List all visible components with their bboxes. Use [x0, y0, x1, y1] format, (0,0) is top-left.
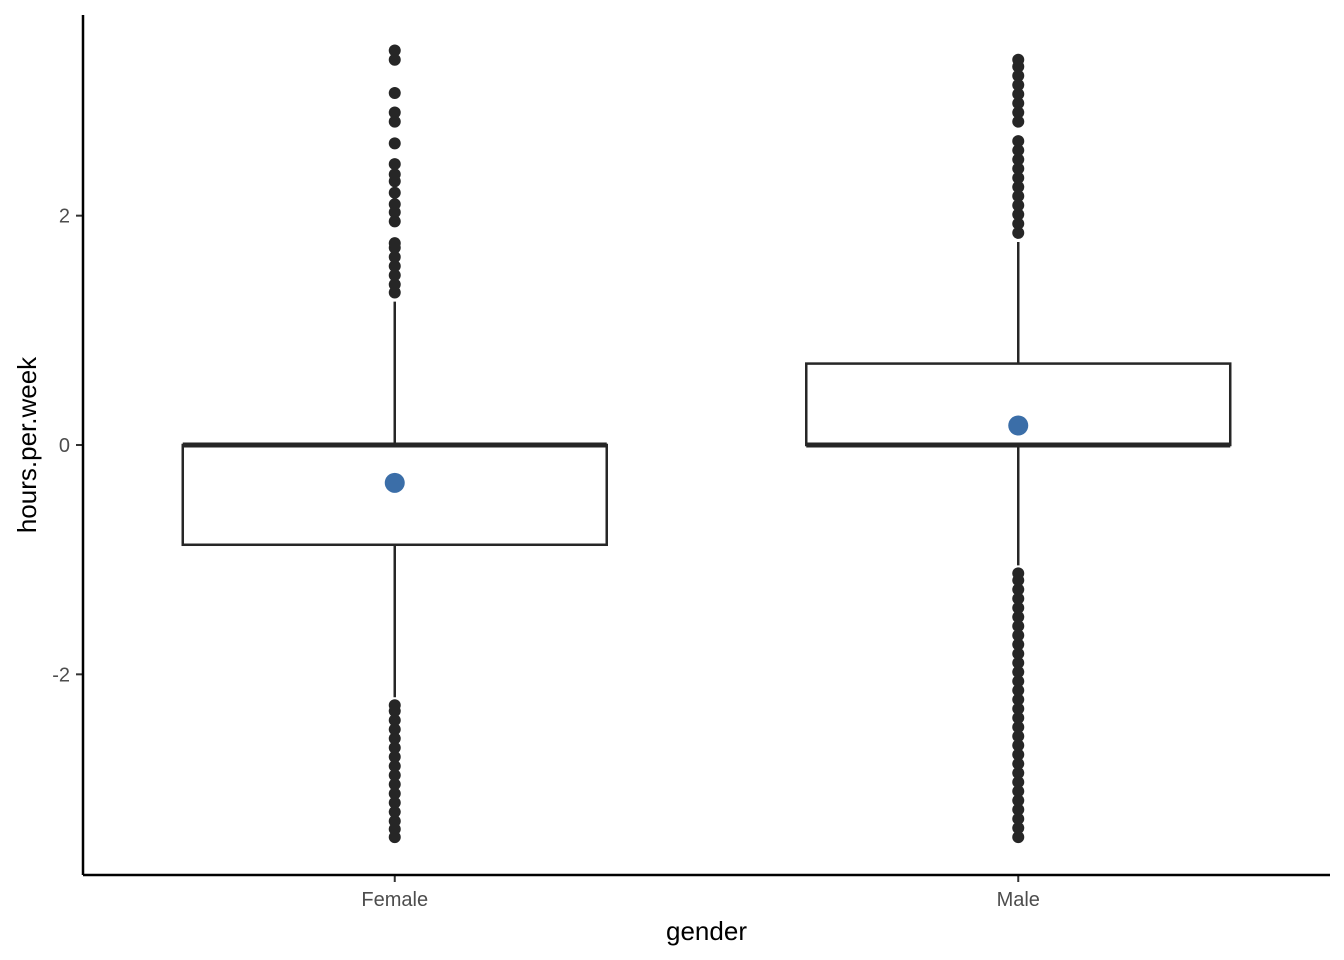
outlier-point — [388, 769, 401, 782]
outlier-point — [388, 106, 401, 119]
outlier-point — [1012, 794, 1025, 807]
outlier-point — [388, 714, 401, 727]
outlier-point — [388, 269, 401, 282]
y-tick-label: -2 — [52, 664, 70, 686]
outlier-point — [1012, 647, 1025, 660]
outlier-point — [1012, 592, 1025, 605]
outlier-point — [1012, 583, 1025, 596]
outlier-point — [1012, 803, 1025, 816]
outlier-point — [388, 723, 401, 736]
outlier-point — [388, 86, 401, 99]
outlier-point — [1012, 821, 1025, 834]
outlier-point — [1012, 666, 1025, 679]
outlier-point — [1012, 135, 1025, 148]
outlier-point — [388, 158, 401, 171]
outlier-point — [388, 805, 401, 818]
outlier-point — [1012, 601, 1025, 614]
outlier-point — [388, 115, 401, 128]
outlier-point — [1012, 115, 1025, 128]
y-tick-label: 2 — [59, 206, 70, 228]
outlier-point — [1012, 97, 1025, 110]
outlier-point — [1012, 620, 1025, 633]
outlier-point — [388, 787, 401, 800]
outlier-point — [388, 250, 401, 263]
outlier-point — [1012, 162, 1025, 175]
outlier-point — [388, 760, 401, 773]
outlier-point — [388, 53, 401, 66]
outlier-point — [1012, 153, 1025, 166]
outlier-point — [388, 796, 401, 809]
outlier-point — [1012, 208, 1025, 221]
outlier-point — [1012, 69, 1025, 82]
outlier-point — [1012, 638, 1025, 651]
outlier-point — [388, 278, 401, 291]
outlier-point — [1012, 675, 1025, 688]
outlier-point — [1012, 144, 1025, 157]
mean-point — [1008, 415, 1029, 436]
box — [181, 443, 608, 547]
outlier-point — [1012, 567, 1025, 580]
outlier-point — [1012, 711, 1025, 724]
outlier-point — [1012, 656, 1025, 669]
outlier-point — [1012, 693, 1025, 706]
outlier-point — [388, 198, 401, 211]
x-tick-label: Male — [997, 889, 1040, 911]
outlier-point — [1012, 785, 1025, 798]
outlier-point — [1012, 190, 1025, 203]
outlier-point — [388, 732, 401, 745]
outlier-point — [1012, 53, 1025, 66]
outlier-point — [388, 699, 401, 712]
outlier-point — [1012, 106, 1025, 119]
outlier-point — [1012, 766, 1025, 779]
outlier-point — [1012, 78, 1025, 91]
outlier-point — [1012, 739, 1025, 752]
outlier-point — [1012, 730, 1025, 743]
outlier-point — [1012, 812, 1025, 825]
outlier-point — [1012, 611, 1025, 623]
outlier-point — [1012, 217, 1025, 230]
outlier-point — [1012, 831, 1025, 844]
outlier-point — [1012, 199, 1025, 212]
outlier-point — [1012, 88, 1025, 101]
outlier-point — [388, 260, 401, 273]
outlier-point — [388, 237, 401, 250]
outlier-point — [1012, 629, 1025, 642]
y-axis-title: hours.per.week — [12, 356, 42, 533]
outlier-point — [1012, 748, 1025, 761]
outlier-point — [1012, 776, 1025, 789]
x-tick-label: Female — [361, 889, 428, 911]
outlier-point — [1012, 721, 1025, 734]
x-axis-title: gender — [666, 916, 747, 946]
box-group-female — [181, 44, 608, 844]
outlier-point — [388, 778, 401, 791]
y-tick-label: 0 — [59, 435, 70, 457]
outlier-point — [1012, 181, 1025, 193]
outlier-point — [1012, 702, 1025, 715]
outlier-point — [1012, 226, 1025, 239]
outlier-point — [388, 168, 401, 181]
outlier-point — [388, 750, 401, 763]
outlier-point — [388, 44, 401, 57]
outlier-point — [388, 186, 401, 199]
outlier-point — [388, 215, 401, 228]
outlier-point — [1012, 757, 1025, 770]
outlier-point — [388, 741, 401, 754]
outlier-point — [388, 815, 401, 828]
outlier-point — [1012, 684, 1025, 697]
outlier-point — [388, 137, 401, 150]
outlier-point — [1012, 171, 1025, 184]
box-group-male — [805, 53, 1232, 844]
mean-point — [384, 472, 405, 493]
